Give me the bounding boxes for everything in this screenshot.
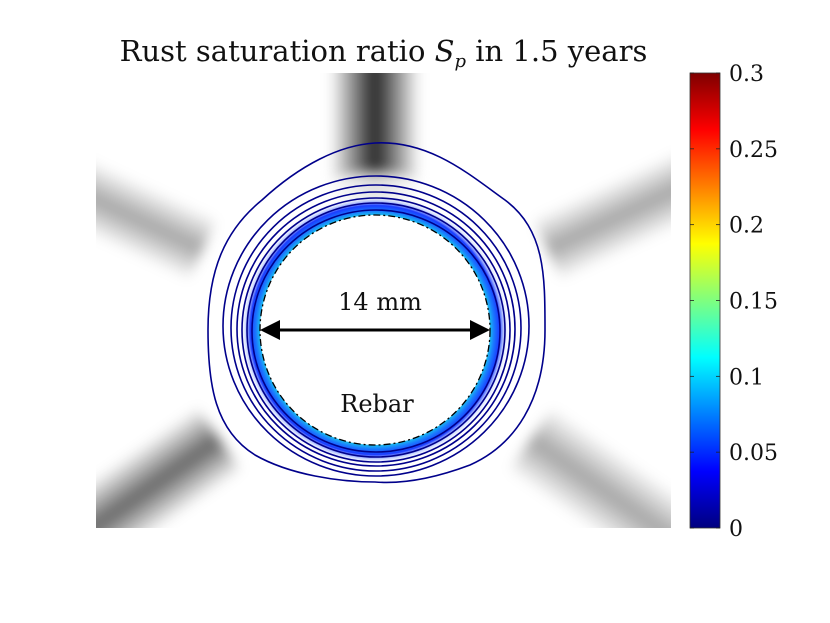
- contour-line: [246, 202, 506, 458]
- contour-line: [236, 191, 516, 467]
- title-suffix: in 1.5 years: [466, 34, 648, 68]
- upper-left-band: [96, 120, 218, 282]
- contour-line: [207, 142, 546, 484]
- lower-left-band: [96, 406, 243, 528]
- diameter-label: 14 mm: [338, 288, 422, 316]
- concrete-stress-field: [96, 73, 671, 528]
- lower-right-band: [507, 406, 671, 528]
- diameter-arrow: [260, 320, 490, 340]
- upper-right-band: [532, 120, 671, 282]
- colorbar-tick-label: 0.1: [729, 365, 764, 390]
- arrowhead-left: [260, 320, 280, 340]
- colorbar-tick-label: 0.05: [729, 441, 778, 466]
- arrowhead-right: [470, 320, 490, 340]
- contour-line: [222, 175, 530, 477]
- chart-title: Rust saturation ratio Sp in 1.5 years: [96, 34, 671, 72]
- rebar-label: Rebar: [340, 390, 414, 418]
- contour-line: [241, 197, 511, 463]
- contour-line: [230, 184, 522, 472]
- title-prefix: Rust saturation ratio: [119, 34, 435, 68]
- contour-line: [251, 209, 501, 453]
- title-symbol: S: [434, 34, 455, 68]
- colorbar-tick-label: 0.25: [729, 138, 778, 163]
- title-subscript: p: [454, 51, 467, 72]
- contour-lines: [207, 142, 546, 484]
- colorbar-tick-label: 0.2: [729, 214, 764, 239]
- colorbar-tick-label: 0: [729, 517, 743, 542]
- colorbar-tick-label: 0.3: [729, 62, 764, 87]
- colorbar-tick-label: 0.15: [729, 290, 778, 315]
- colorbar: [689, 72, 721, 529]
- colorbar-ticks: 0 0.05 0.1 0.15 0.2 0.25 0.3: [690, 62, 778, 542]
